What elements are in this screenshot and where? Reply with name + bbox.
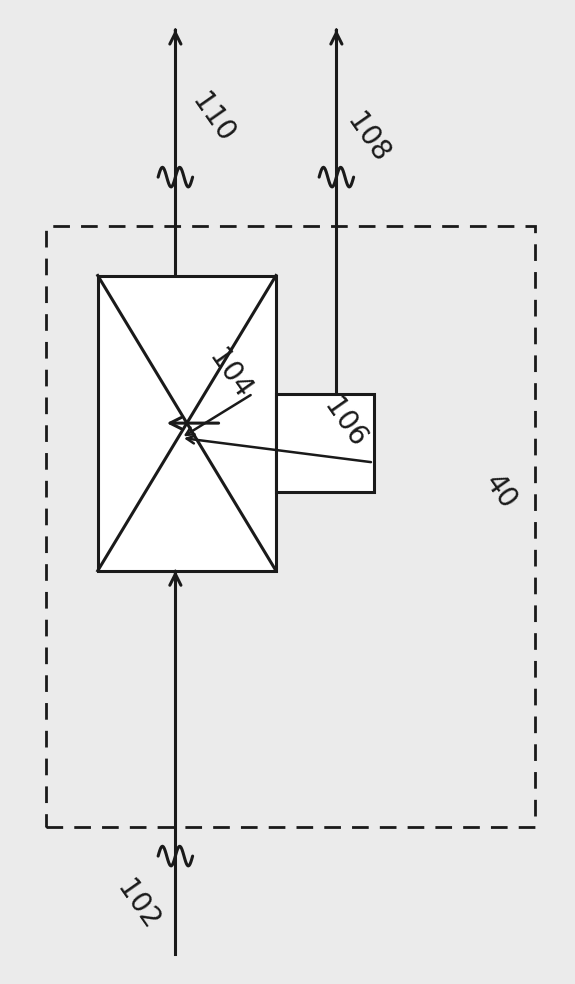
Bar <box>98 276 276 571</box>
Bar <box>276 394 374 492</box>
Text: 106: 106 <box>319 394 371 453</box>
Text: 108: 108 <box>342 108 394 167</box>
Text: 40: 40 <box>478 469 522 515</box>
Text: 102: 102 <box>112 876 164 935</box>
Text: 104: 104 <box>204 344 256 403</box>
Bar <box>46 226 535 827</box>
Text: 110: 110 <box>186 89 239 148</box>
